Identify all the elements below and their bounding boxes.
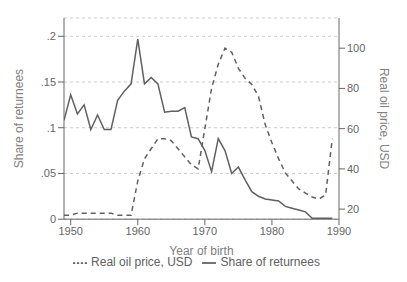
svg-text:.05: .05 bbox=[41, 167, 56, 179]
html-text:Real oil price, USD: Real oil price, USD bbox=[91, 255, 193, 270]
svg-text:80: 80 bbox=[347, 82, 359, 94]
svg-text:1990: 1990 bbox=[327, 225, 351, 237]
svg-text:1970: 1970 bbox=[193, 225, 217, 237]
svg-text:.15: .15 bbox=[41, 76, 56, 88]
svg-text:1980: 1980 bbox=[260, 225, 284, 237]
svg-text:Real oil price, USD: Real oil price, USD bbox=[377, 68, 391, 170]
svg-text:.2: .2 bbox=[47, 30, 56, 42]
svg-text:0: 0 bbox=[50, 213, 56, 225]
svg-text:40: 40 bbox=[347, 163, 359, 175]
svg-text:1960: 1960 bbox=[126, 225, 150, 237]
svg-text:60: 60 bbox=[347, 123, 359, 135]
svg-text:1950: 1950 bbox=[58, 225, 82, 237]
svg-text:100: 100 bbox=[347, 42, 365, 54]
svg-text:20: 20 bbox=[347, 203, 359, 215]
html-text:Share of returnees: Share of returnees bbox=[220, 255, 320, 270]
svg-text:Share of returnees: Share of returnees bbox=[12, 69, 26, 168]
svg-text:.1: .1 bbox=[47, 122, 56, 134]
svg-text:Year of birth: Year of birth bbox=[169, 244, 233, 258]
